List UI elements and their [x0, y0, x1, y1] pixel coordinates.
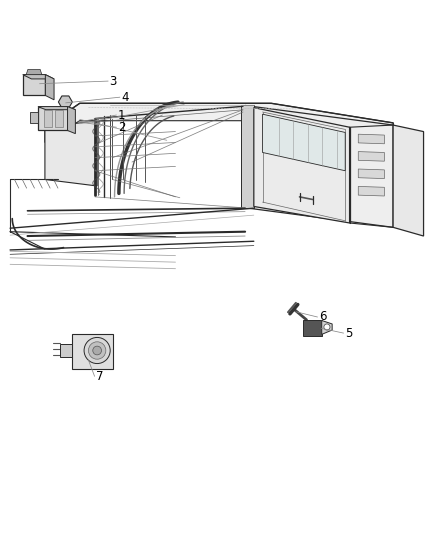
Polygon shape [322, 320, 332, 334]
Circle shape [324, 324, 330, 330]
Text: 6: 6 [319, 311, 327, 324]
Polygon shape [245, 106, 393, 228]
Polygon shape [241, 106, 254, 208]
Polygon shape [358, 169, 385, 179]
Polygon shape [38, 107, 75, 110]
Text: 5: 5 [345, 327, 353, 340]
Polygon shape [358, 151, 385, 161]
Text: 1: 1 [118, 109, 126, 122]
Polygon shape [23, 75, 54, 79]
Polygon shape [393, 125, 424, 236]
Polygon shape [30, 112, 38, 123]
Polygon shape [58, 96, 72, 108]
Polygon shape [55, 110, 63, 127]
Polygon shape [45, 103, 393, 142]
Polygon shape [23, 75, 46, 95]
Polygon shape [262, 114, 345, 171]
Polygon shape [303, 320, 322, 336]
Circle shape [93, 346, 102, 355]
Polygon shape [38, 107, 67, 131]
Polygon shape [254, 108, 350, 223]
Polygon shape [45, 110, 52, 127]
Text: 4: 4 [121, 91, 129, 104]
Polygon shape [358, 134, 385, 144]
Text: 7: 7 [96, 370, 104, 383]
Polygon shape [45, 120, 97, 186]
Text: 2: 2 [118, 121, 126, 134]
Circle shape [84, 337, 110, 364]
Polygon shape [26, 69, 42, 75]
Polygon shape [46, 75, 54, 100]
Polygon shape [72, 334, 113, 369]
Polygon shape [60, 344, 72, 357]
Polygon shape [67, 107, 75, 134]
Text: 3: 3 [110, 75, 117, 87]
Polygon shape [358, 187, 385, 196]
Circle shape [88, 342, 106, 359]
